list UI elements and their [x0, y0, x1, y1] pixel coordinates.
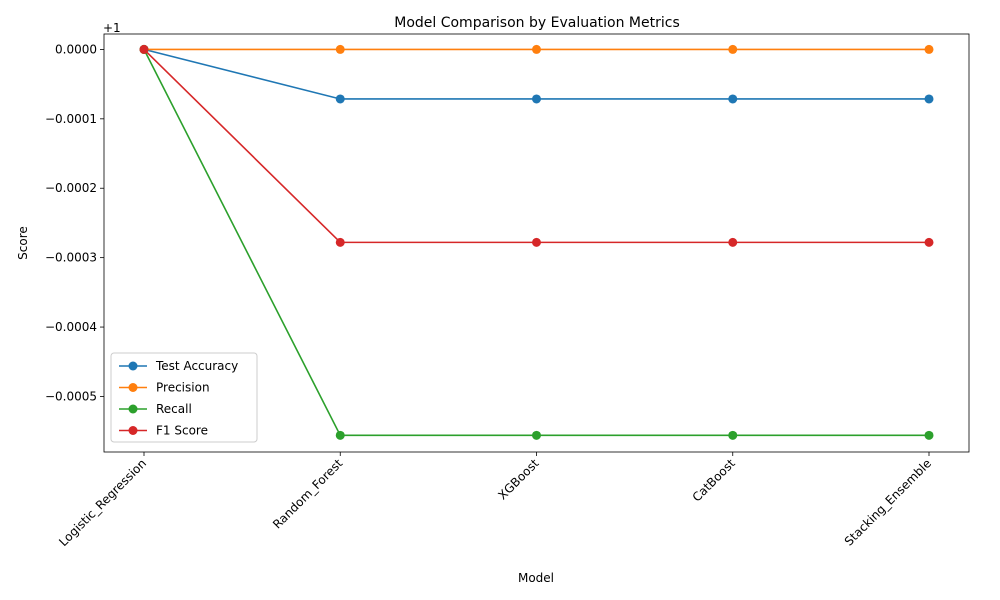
y-tick-label: −0.0005 [45, 389, 97, 403]
data-point [532, 237, 541, 247]
y-tick-label: 0.0000 [55, 42, 97, 56]
data-point [335, 430, 345, 440]
legend-marker [128, 383, 138, 392]
y-tick-label: −0.0004 [45, 320, 97, 334]
legend-label: Test Accuracy [155, 359, 238, 373]
data-point [139, 44, 149, 54]
axis-offset-label: +1 [103, 21, 121, 35]
y-tick-label: −0.0002 [45, 181, 97, 195]
series-line [143, 48, 929, 100]
data-point [924, 94, 934, 104]
plot-frame [103, 33, 970, 453]
data-point [924, 237, 934, 247]
data-point [728, 237, 738, 247]
data-point [728, 94, 738, 104]
x-tick-label: Stacking_Ensemble [842, 456, 934, 548]
legend-marker [128, 404, 138, 414]
legend: Test Accuracy Precision Recall F1 Score [110, 352, 258, 443]
y-tick-label: −0.0003 [45, 251, 97, 265]
legend-marker [128, 426, 138, 435]
data-point [335, 94, 345, 104]
data-point [728, 44, 738, 54]
x-tick-label: Logistic_Regression [56, 456, 149, 549]
y-axis-title: Score [16, 226, 30, 260]
y-tick-label: −0.0001 [45, 112, 97, 126]
data-point [532, 44, 541, 54]
x-tick-label: CatBoost [690, 456, 739, 505]
data-point [924, 44, 934, 54]
legend-label: F1 Score [156, 424, 208, 438]
legend-box [110, 352, 258, 443]
legend-label: Precision [156, 381, 210, 395]
x-axis-title: Model [518, 571, 554, 585]
legend-label: Recall [156, 402, 192, 416]
chart-title: Model Comparison by Evaluation Metrics [394, 15, 680, 31]
legend-marker [128, 361, 138, 371]
data-point [924, 430, 934, 440]
data-point [728, 430, 738, 440]
data-point [335, 44, 345, 54]
data-point [335, 237, 345, 247]
x-tick-label: XGBoost [495, 456, 541, 502]
data-point [532, 430, 541, 440]
data-point [532, 94, 541, 104]
x-tick-label: Random_Forest [270, 456, 346, 532]
